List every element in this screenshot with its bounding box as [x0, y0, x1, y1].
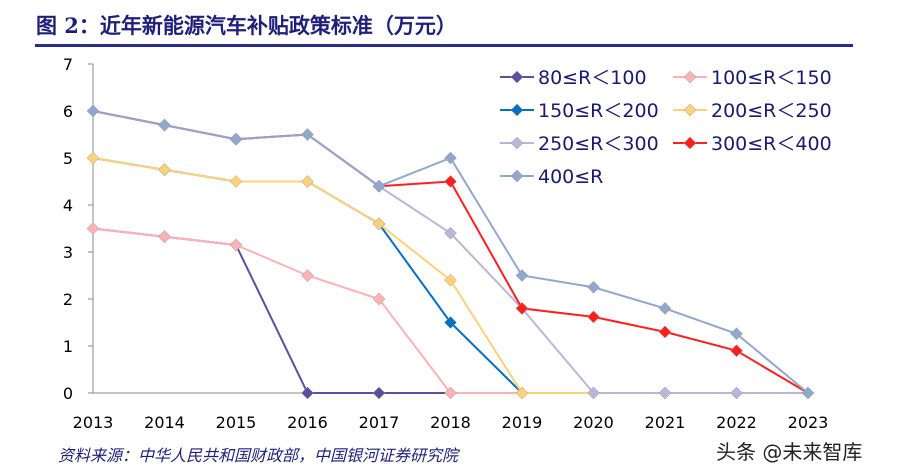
legend-marker: [510, 70, 524, 84]
legend-marker: [510, 103, 524, 117]
legend-label: 400≤R: [538, 166, 603, 188]
figure-title: 图 2：近年新能源汽车补贴政策标准（万元）: [36, 13, 457, 38]
data-point: [444, 175, 457, 188]
data-point: [229, 175, 243, 188]
series-line: [92, 227, 808, 394]
data-point: [444, 226, 457, 240]
x-tick-label: 2014: [144, 413, 185, 432]
data-point: [587, 280, 600, 294]
y-tick-label: 7: [63, 55, 73, 74]
x-tick-label: 2023: [788, 413, 829, 432]
data-point: [372, 292, 386, 306]
legend-marker: [683, 70, 697, 84]
data-point: [158, 163, 171, 177]
data-point: [86, 151, 100, 165]
line-chart: 0 1 2 3 4 5 6 7 2013 2014 2015 2016 2017 2018 2019 2020…: [63, 55, 832, 432]
legend-label: 150≤R＜200: [538, 100, 659, 122]
data-point: [658, 386, 672, 400]
data-point: [444, 273, 457, 287]
x-tick-label: 2020: [573, 413, 614, 432]
data-point: [730, 344, 743, 358]
x-tick-label: 2016: [287, 413, 328, 432]
x-tick-label: 2019: [502, 413, 543, 432]
legend-marker: [510, 136, 524, 150]
data-point: [372, 179, 386, 193]
data-point: [158, 118, 171, 132]
legend-marker: [683, 103, 697, 117]
legend-marker: [683, 136, 697, 150]
data-point: [801, 386, 815, 400]
data-point: [658, 325, 672, 339]
y-tick-label: 2: [63, 290, 73, 309]
title-rule: [35, 44, 853, 47]
data-point: [587, 310, 600, 324]
data-point: [444, 386, 457, 400]
legend-label: 250≤R＜300: [538, 133, 659, 155]
legend-label: 100≤R＜150: [711, 67, 832, 89]
y-tick-label: 5: [63, 149, 73, 168]
watermark: 头条 @未来智库: [716, 440, 863, 464]
data-point: [86, 222, 100, 235]
y-tick-label: 0: [63, 384, 73, 403]
data-point: [444, 151, 457, 165]
data-point: [301, 269, 314, 282]
data-point: [86, 104, 100, 118]
y-tick-label: 4: [63, 196, 73, 215]
data-point: [158, 230, 171, 244]
data-point: [658, 302, 672, 315]
data-point: [515, 269, 529, 282]
data-point: [372, 386, 386, 400]
legend-label: 300≤R＜400: [711, 133, 832, 155]
data-point: [229, 132, 243, 146]
x-tick-label: 2022: [716, 413, 757, 432]
x-tick-label: 2021: [645, 413, 686, 432]
y-tick-label: 6: [63, 102, 73, 121]
x-tick-label: 2013: [73, 413, 114, 432]
data-point: [515, 386, 529, 400]
data-point: [301, 175, 314, 188]
data-point: [301, 386, 314, 400]
y-tick-label: 3: [63, 243, 73, 262]
x-tick-label: 2015: [216, 413, 257, 432]
data-point: [515, 302, 529, 315]
data-point: [730, 327, 743, 341]
data-point: [444, 316, 457, 329]
data-point: [587, 386, 600, 400]
y-tick-label: 1: [63, 337, 73, 356]
legend-label: 80≤R＜100: [538, 67, 647, 89]
source-note: 资料来源：中华人民共和国财政部，中国银河证券研究院: [58, 446, 459, 465]
data-point: [372, 217, 386, 231]
data-point: [229, 238, 243, 252]
x-tick-label: 2017: [359, 413, 400, 432]
series-line: [92, 227, 808, 394]
x-tick-label: 2018: [430, 413, 471, 432]
data-point: [730, 386, 743, 400]
legend-label: 200≤R＜250: [711, 100, 832, 122]
legend-marker: [510, 169, 524, 183]
data-point: [301, 128, 314, 141]
